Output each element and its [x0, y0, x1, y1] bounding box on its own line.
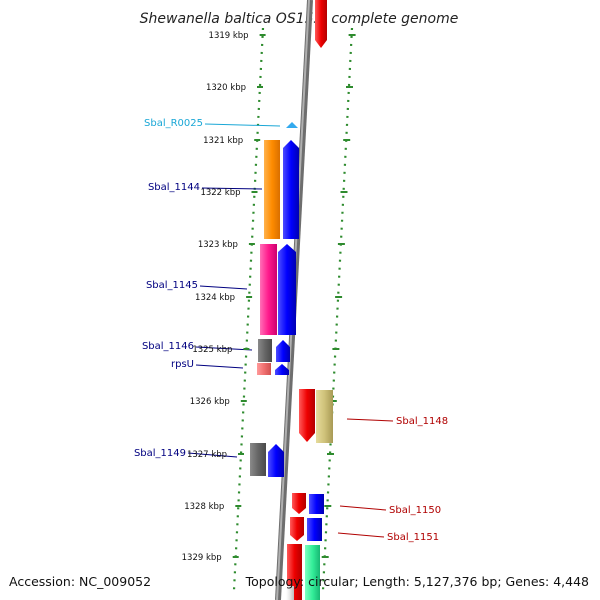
gene-arrow[interactable] — [283, 140, 299, 239]
gene-label[interactable]: Sbal_1145 — [146, 280, 198, 291]
ruler-tick-label: 1320 kbp — [206, 83, 246, 93]
gene-arrow[interactable] — [276, 340, 290, 362]
gene-arrow[interactable] — [268, 444, 284, 477]
ruler-tick-label: 1329 kbp — [182, 553, 222, 563]
gene-label[interactable]: Sbal_1144 — [148, 182, 200, 193]
gene-features — [250, 0, 333, 600]
gene-block[interactable] — [307, 518, 322, 541]
ruler-tick-label: 1324 kbp — [195, 293, 235, 303]
gene-block[interactable] — [305, 545, 320, 600]
gene-labels: Sbal_R0025 Sbal_1144 Sbal_1145 Sbal_1146rps… — [134, 118, 448, 543]
leader-line — [204, 123, 281, 127]
gene-block[interactable] — [260, 244, 277, 335]
ruler-tick-label: 1322 kbp — [200, 188, 240, 198]
ruler-tick-label: 1326 kbp — [190, 397, 230, 407]
leader-line — [199, 285, 248, 290]
leader-line — [195, 346, 253, 351]
gene-block[interactable] — [257, 363, 271, 375]
ruler-tick-label: 1321 kbp — [203, 136, 243, 146]
gene-label[interactable]: Sbal_1150 — [389, 505, 441, 516]
gene-arrow[interactable] — [275, 364, 289, 375]
leader-line — [339, 505, 387, 511]
gene-block[interactable] — [258, 339, 272, 362]
gene-block[interactable] — [309, 494, 324, 514]
gene-arrow[interactable] — [299, 389, 315, 442]
accession-text: Accession: NC_009052 — [9, 574, 151, 589]
gene-arrow[interactable] — [286, 122, 298, 128]
gene-block[interactable] — [264, 140, 280, 239]
leader-line — [337, 532, 385, 538]
gene-arrow[interactable] — [292, 493, 306, 514]
leader-line — [201, 187, 263, 190]
ruler-dotted-line — [232, 27, 265, 591]
label-leader-lines — [187, 123, 394, 538]
ruler-tick-label: 1328 kbp — [184, 502, 224, 512]
gene-arrow[interactable] — [315, 0, 327, 48]
gene-label[interactable]: Sbal_R0025 — [144, 118, 203, 129]
gene-label[interactable]: Sbal_1148 — [396, 416, 448, 427]
genome-title: Shewanella baltica OS155, complete genom… — [140, 11, 459, 27]
gene-label[interactable]: Sbal_1146 — [142, 341, 194, 352]
strand-guide-dotted-line — [321, 27, 354, 591]
ruler-tick-label: 1319 kbp — [209, 31, 249, 41]
gene-block[interactable] — [316, 390, 333, 443]
gene-arrow[interactable] — [290, 517, 304, 541]
genome-summary-text: Topology: circular; Length: 5,127,376 bp… — [245, 574, 589, 589]
gene-block[interactable] — [250, 443, 266, 476]
leader-line — [187, 452, 238, 458]
leader-line — [195, 364, 244, 369]
ruler-ticks: 1319 kbp 1320 kbp 1321 kbp 1322 kbp 1323 kbp… — [182, 31, 266, 563]
leader-line — [346, 418, 394, 422]
strand-guide-ticks — [321, 34, 356, 558]
position-ruler — [232, 27, 265, 591]
ruler-tick-label: 1327 kbp — [187, 450, 227, 460]
gene-block[interactable] — [286, 586, 294, 600]
ruler-tick-label: 1325 kbp — [192, 345, 232, 355]
gene-arrow[interactable] — [278, 244, 296, 335]
gene-label[interactable]: Sbal_1151 — [387, 532, 439, 543]
ruler-tick-label: 1323 kbp — [198, 240, 238, 250]
gene-label[interactable]: Sbal_1149 — [134, 448, 186, 459]
gene-label[interactable]: rpsU — [171, 359, 194, 370]
